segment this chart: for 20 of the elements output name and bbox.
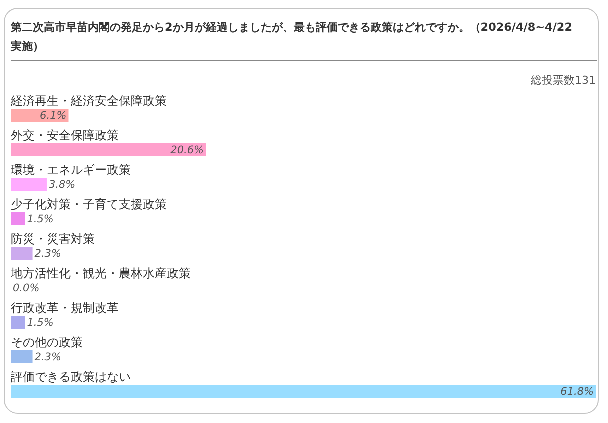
title: 第二次高市早苗内閣の発足から2か月が経過しましたが、最も評価できる政策はどれですか。（2026/4/8~4/22実施） xyxy=(11,20,574,55)
data-label: 61.8% xyxy=(560,386,594,398)
category-label: 地方活性化・観光・農林水産政策 xyxy=(11,266,191,280)
category-label: 環境・エネルギー政策 xyxy=(11,163,131,177)
data-label: 0.0% xyxy=(13,282,40,294)
category-label: 少子化対策・子育て支援政策 xyxy=(11,198,167,212)
data-label: 6.1% xyxy=(40,110,67,122)
category-label: 評価できる政策はない xyxy=(11,370,131,384)
data-label: 1.5% xyxy=(27,214,54,226)
category-label: その他の政策 xyxy=(11,336,83,350)
category-label: 経済再生・経済安全保障政策 xyxy=(11,94,167,108)
data-label: 3.8% xyxy=(48,179,76,191)
data-label: 20.6% xyxy=(170,144,204,156)
annotation: 総投票数131 xyxy=(531,74,596,87)
data-label: 1.5% xyxy=(27,317,54,329)
category-label: 行政改革・規制改革 xyxy=(11,301,119,315)
data-label: 2.3% xyxy=(34,248,62,260)
data-label: 2.3% xyxy=(34,352,62,364)
category-label: 外交・安全保障政策 xyxy=(11,128,119,142)
category-label: 防災・災害対策 xyxy=(11,232,95,246)
